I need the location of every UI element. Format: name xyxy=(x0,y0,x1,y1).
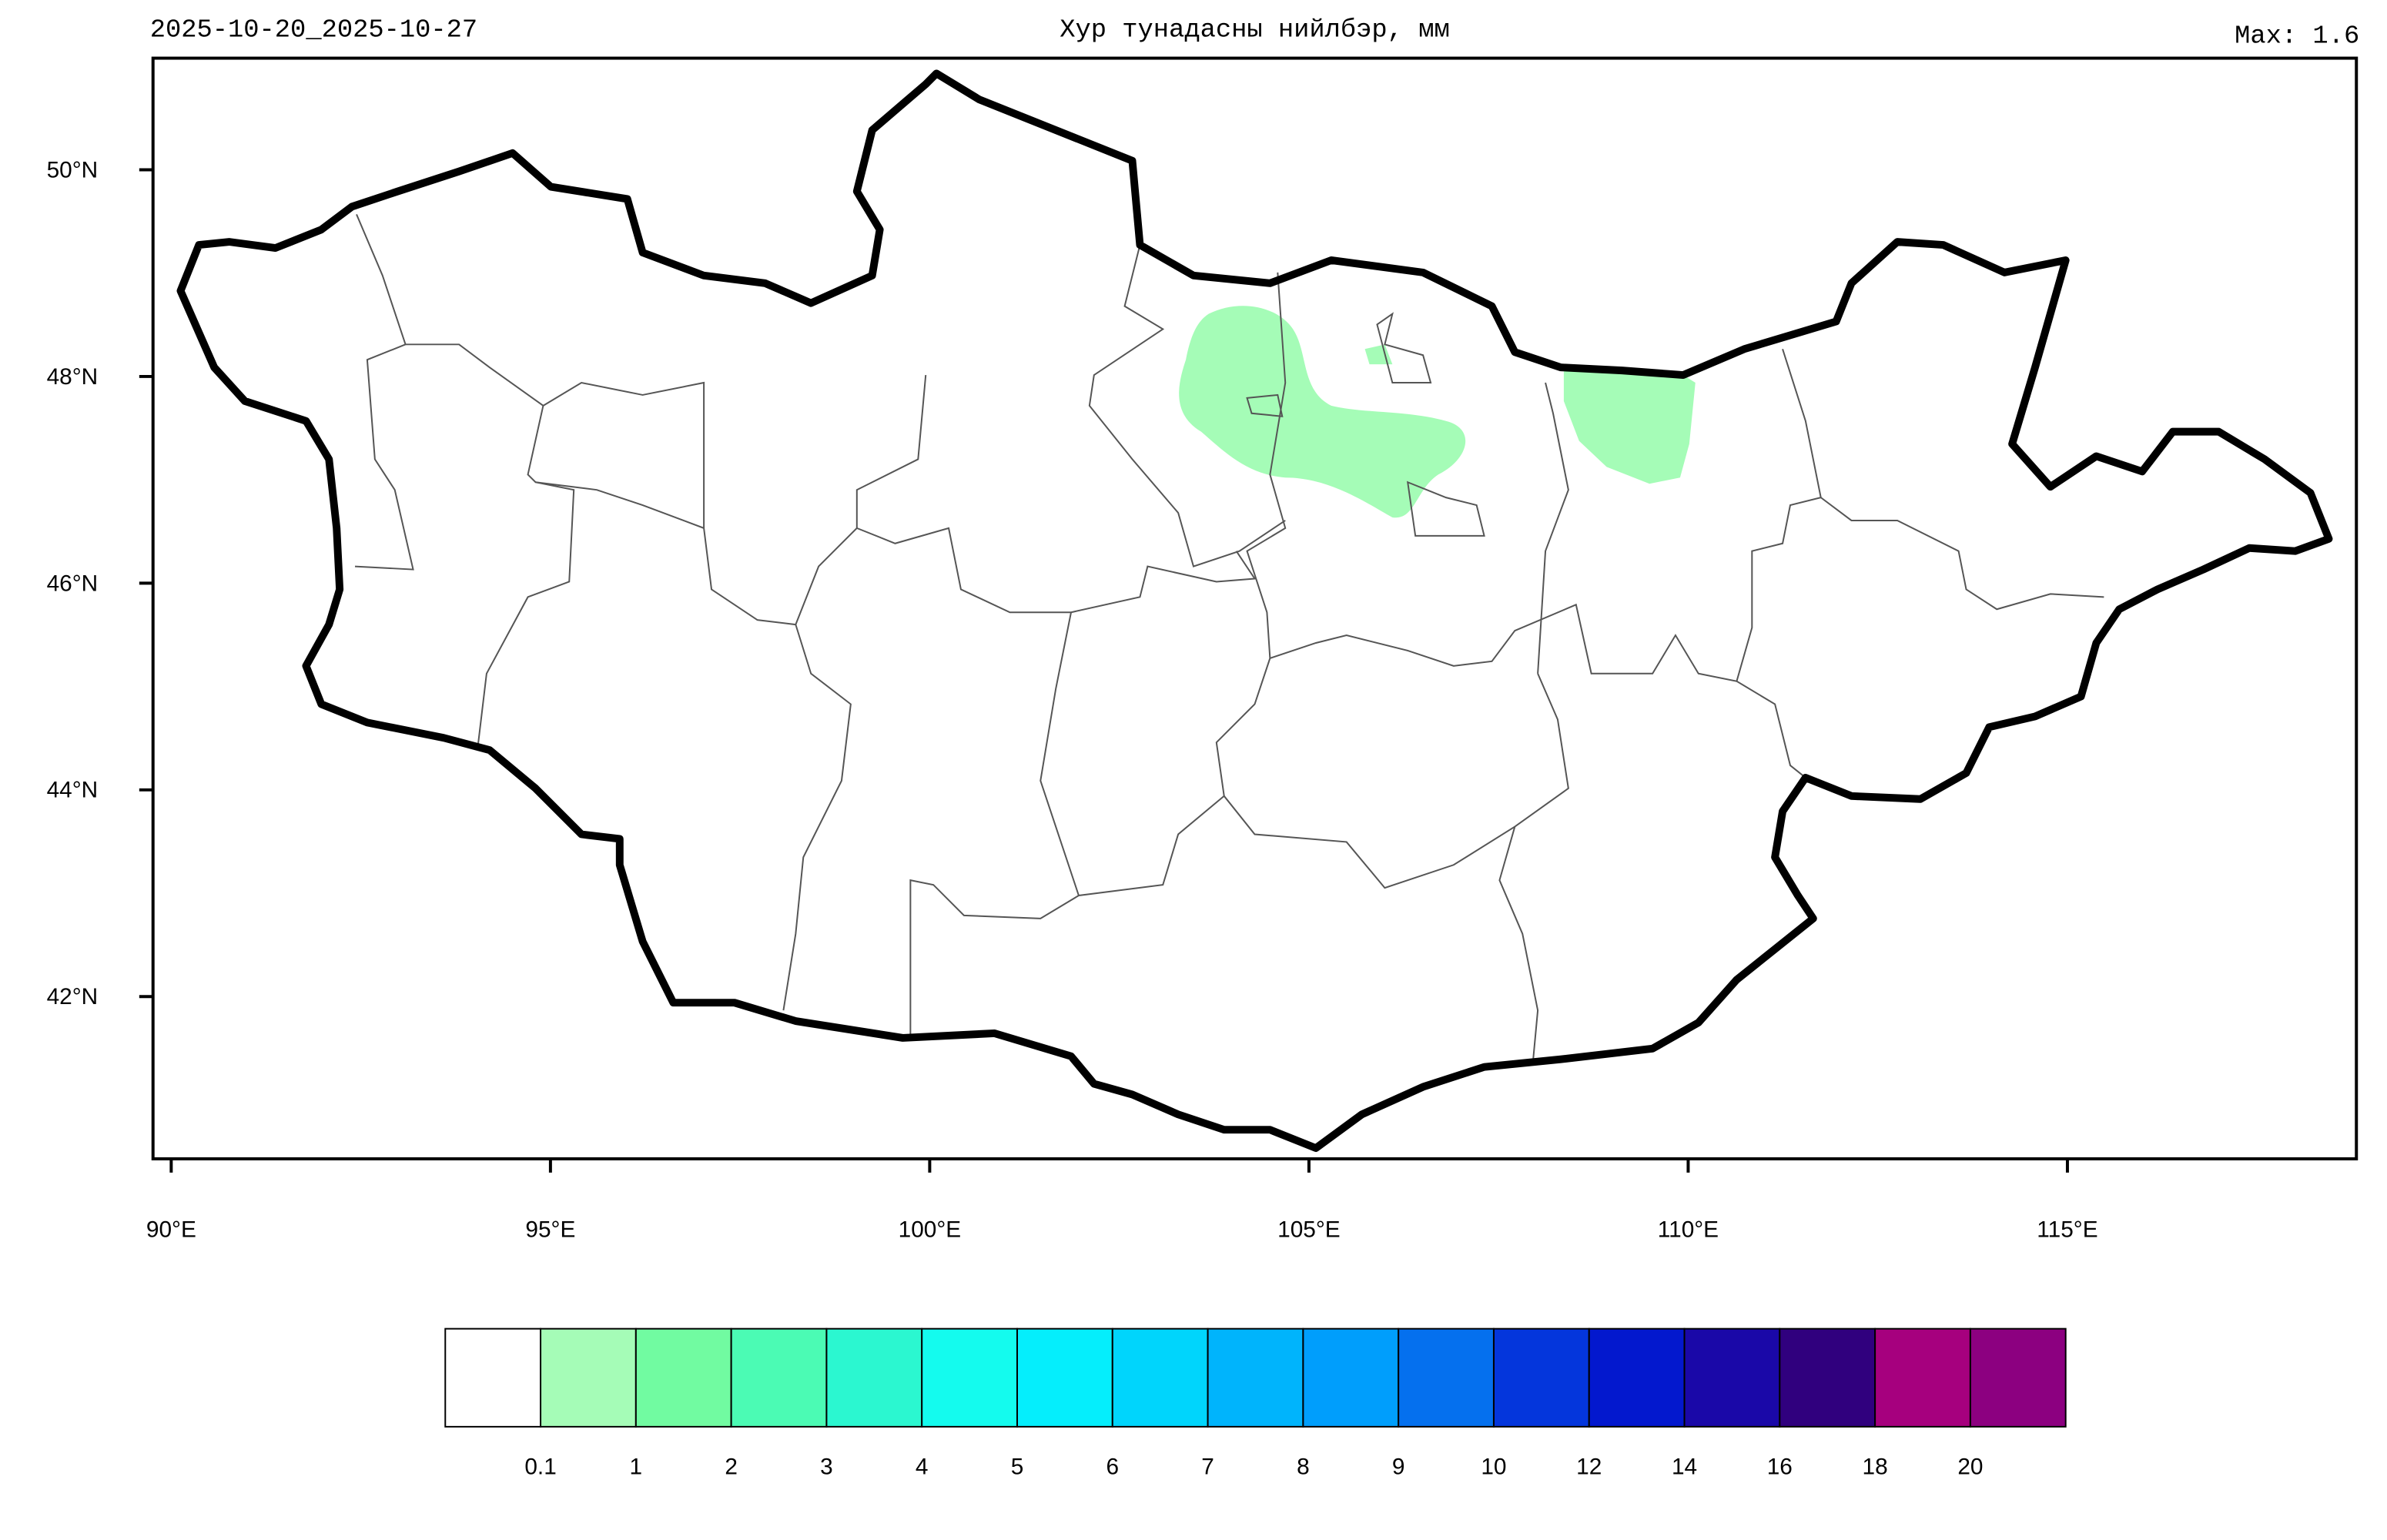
country-border xyxy=(176,69,2333,1153)
color-box xyxy=(1492,1327,1590,1428)
y-tick-label: 42°N xyxy=(47,984,99,1009)
date-range: 2025-10-20_2025-10-27 xyxy=(150,16,477,45)
colorbar-label: 0.1 xyxy=(524,1455,556,1480)
y-tick-label: 46°N xyxy=(47,571,99,596)
y-tick-label: 44°N xyxy=(47,778,99,803)
color-box xyxy=(730,1327,828,1428)
color-box xyxy=(1207,1327,1304,1428)
colorbar-label: 5 xyxy=(1011,1455,1024,1480)
color-box xyxy=(1111,1327,1209,1428)
color-box xyxy=(1874,1327,1971,1428)
colorbar: 0.1 1 2 3 4 5 6 7 8 9 10 12 14 16 18 20 xyxy=(444,1327,2067,1480)
color-box xyxy=(444,1327,542,1428)
color-box xyxy=(1588,1327,1686,1428)
colorbar-label: 12 xyxy=(1576,1455,1602,1480)
y-tick-label: 48°N xyxy=(47,364,99,390)
x-tick-label: 100°E xyxy=(899,1217,961,1242)
color-box xyxy=(1016,1327,1113,1428)
colorbar-label: 1 xyxy=(630,1455,643,1480)
colorbar-label: 3 xyxy=(820,1455,833,1480)
colorbar-label: 2 xyxy=(725,1455,738,1480)
precip-area xyxy=(1563,370,1696,484)
province-borders xyxy=(354,213,2104,1060)
colorbar-label: 20 xyxy=(1957,1455,1983,1480)
x-tick-label: 90°E xyxy=(146,1217,196,1242)
colorbar-label: 8 xyxy=(1297,1455,1310,1480)
precipitation-areas xyxy=(1179,306,1696,518)
color-box xyxy=(634,1327,732,1428)
map-frame xyxy=(151,56,2359,1160)
color-box xyxy=(1398,1327,1495,1428)
axes: 90°E 95°E 100°E 105°E 110°E 115°E 42°N 44°N 46°N… xyxy=(47,157,2098,1242)
y-tick-label: 50°N xyxy=(47,157,99,182)
color-box xyxy=(1302,1327,1400,1428)
colorbar-label: 18 xyxy=(1863,1455,1888,1480)
colorbar-label: 14 xyxy=(1672,1455,1697,1480)
colorbar-label: 6 xyxy=(1106,1455,1120,1480)
colorbar-label: 7 xyxy=(1201,1455,1214,1480)
color-box xyxy=(1969,1327,2067,1428)
colorbar-label: 16 xyxy=(1767,1455,1793,1480)
colorbar-label: 10 xyxy=(1481,1455,1506,1480)
x-tick-label: 110°E xyxy=(1658,1217,1719,1242)
x-tick-label: 95°E xyxy=(525,1217,575,1242)
map-title: Хур тунадасны нийлбэр, мм xyxy=(1060,16,1449,45)
color-box xyxy=(921,1327,1019,1428)
x-tick-label: 115°E xyxy=(2037,1217,2097,1242)
precip-area xyxy=(1179,306,1466,518)
color-box xyxy=(825,1327,923,1428)
colorbar-label: 9 xyxy=(1392,1455,1405,1480)
color-box xyxy=(1779,1327,1876,1428)
color-box xyxy=(1683,1327,1781,1428)
colorbar-label: 4 xyxy=(916,1455,929,1480)
color-box xyxy=(540,1327,637,1428)
max-label: Max: 1.6 xyxy=(2235,22,2359,52)
x-tick-label: 105°E xyxy=(1277,1217,1340,1242)
